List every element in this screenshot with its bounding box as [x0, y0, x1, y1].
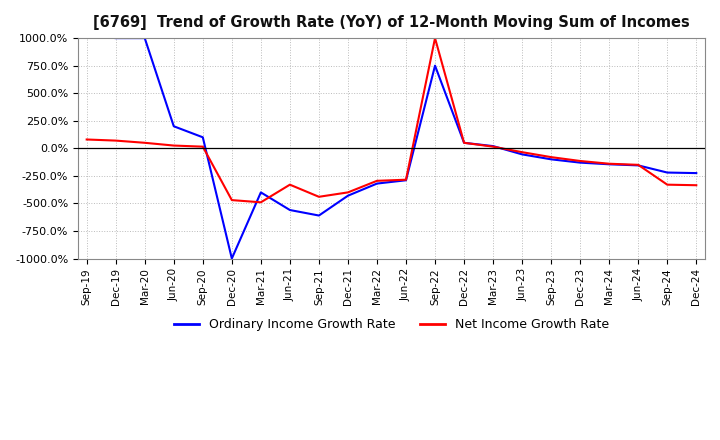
Title: [6769]  Trend of Growth Rate (YoY) of 12-Month Moving Sum of Incomes: [6769] Trend of Growth Rate (YoY) of 12-… [93, 15, 690, 30]
Legend: Ordinary Income Growth Rate, Net Income Growth Rate: Ordinary Income Growth Rate, Net Income … [168, 313, 614, 336]
